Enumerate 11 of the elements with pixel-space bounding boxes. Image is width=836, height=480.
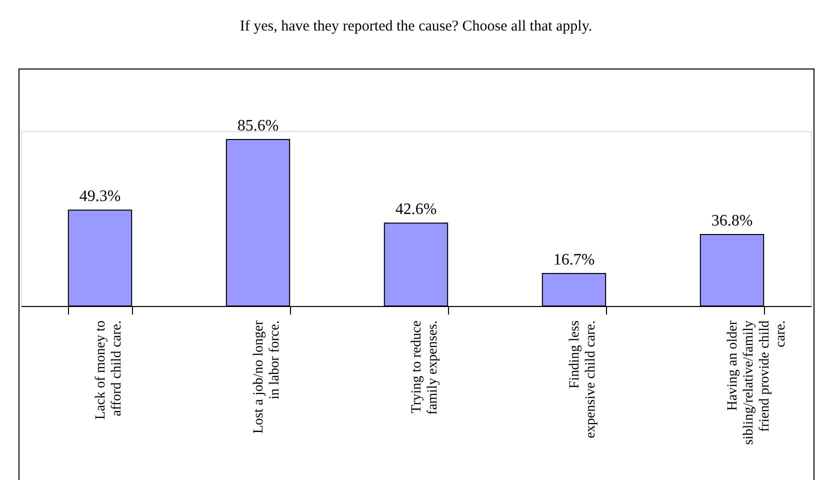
data-label: 42.6%	[395, 201, 437, 218]
chart-title: If yes, have they reported the cause? Choose all that apply.	[240, 18, 592, 34]
data-label: 85.6%	[237, 118, 279, 135]
x-tick-label: Lack of money to afford child care.	[94, 320, 124, 420]
data-label: 16.7%	[553, 252, 595, 269]
x-tick-label: Finding less expensive child care.	[568, 320, 598, 438]
data-label: 49.3%	[79, 188, 121, 206]
x-tick-label: Having an older sibling/relative/family friend provide child care.	[726, 320, 788, 445]
data-label: 36.8%	[711, 212, 753, 230]
x-tick-label: Lost a job/no longer in labor force.	[252, 320, 282, 434]
x-tick-label: Trying to reduce family expenses.	[410, 320, 440, 415]
